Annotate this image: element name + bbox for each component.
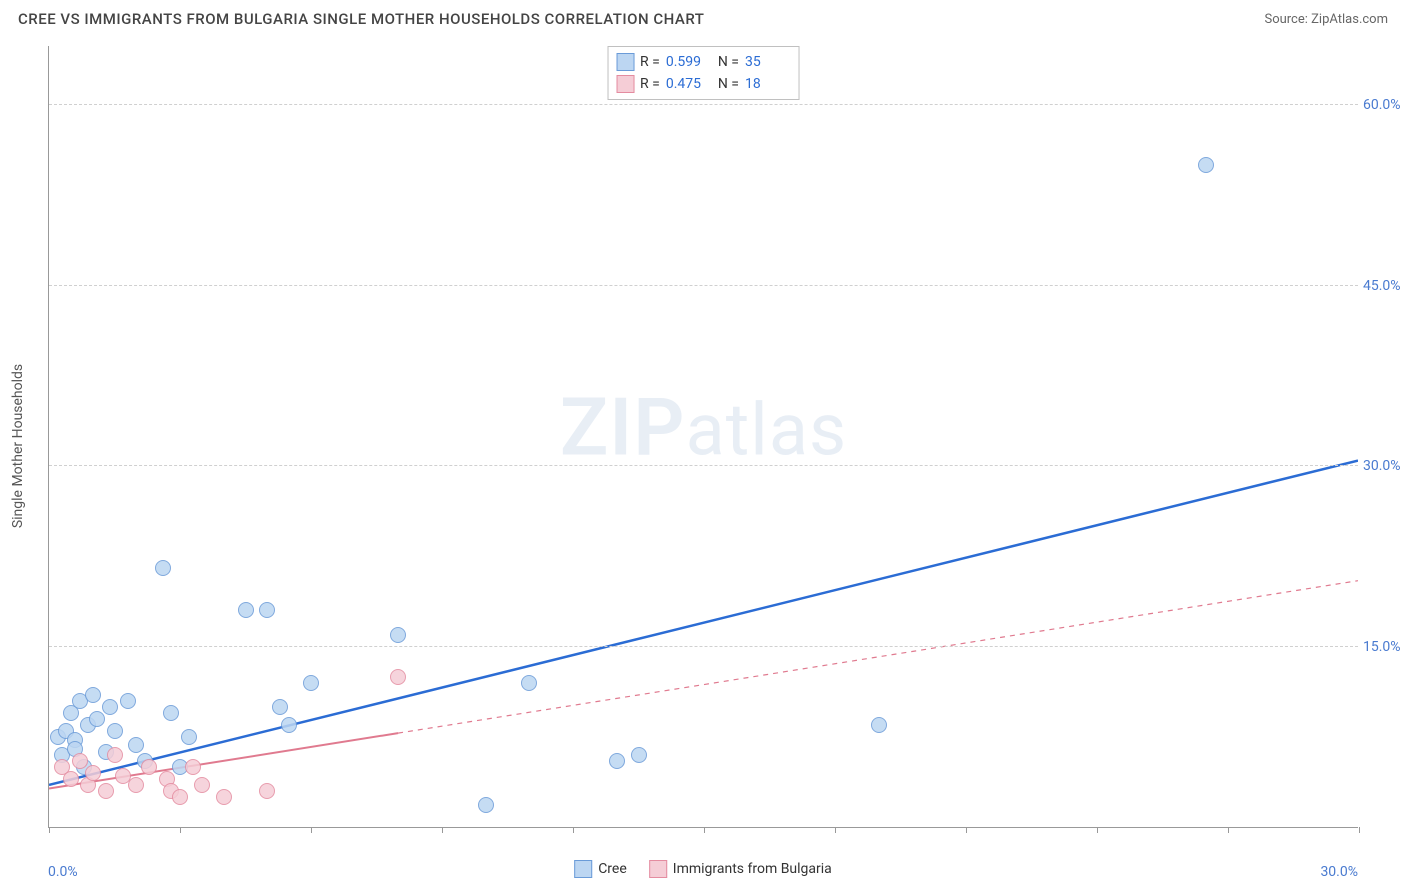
x-axis-min-label: 0.0% bbox=[48, 864, 78, 880]
series-legend: Cree Immigrants from Bulgaria bbox=[574, 860, 832, 878]
scatter-point bbox=[478, 797, 494, 813]
legend-swatch bbox=[616, 75, 634, 93]
scatter-point bbox=[163, 705, 179, 721]
scatter-point bbox=[185, 759, 201, 775]
y-tick-label: 15.0% bbox=[1363, 639, 1406, 655]
stats-legend-row: R =0.475N =18 bbox=[616, 73, 791, 95]
scatter-point bbox=[281, 717, 297, 733]
scatter-point bbox=[107, 747, 123, 763]
scatter-point bbox=[172, 789, 188, 805]
x-tick bbox=[966, 827, 967, 833]
gridline bbox=[49, 465, 1358, 466]
scatter-point bbox=[272, 699, 288, 715]
scatter-point bbox=[631, 747, 647, 763]
scatter-point bbox=[181, 729, 197, 745]
source-label: Source: ZipAtlas.com bbox=[1264, 12, 1388, 27]
scatter-point bbox=[72, 753, 88, 769]
chart-header: CREE VS IMMIGRANTS FROM BULGARIA SINGLE … bbox=[0, 0, 1406, 34]
scatter-point bbox=[390, 669, 406, 685]
scatter-point bbox=[89, 711, 105, 727]
x-tick bbox=[180, 827, 181, 833]
scatter-point bbox=[303, 675, 319, 691]
scatter-point bbox=[107, 723, 123, 739]
legend-item: Cree bbox=[574, 860, 627, 878]
scatter-point bbox=[1198, 157, 1214, 173]
scatter-point bbox=[85, 687, 101, 703]
legend-swatch bbox=[649, 860, 667, 878]
gridline bbox=[49, 646, 1358, 647]
scatter-chart: ZIPatlas R =0.599N =35R =0.475N =18 15.0… bbox=[48, 46, 1358, 828]
stats-legend-row: R =0.599N =35 bbox=[616, 51, 791, 73]
x-axis-max-label: 30.0% bbox=[1320, 864, 1358, 880]
scatter-point bbox=[102, 699, 118, 715]
scatter-point bbox=[63, 771, 79, 787]
scatter-point bbox=[609, 753, 625, 769]
scatter-point bbox=[98, 783, 114, 799]
scatter-point bbox=[521, 675, 537, 691]
scatter-point bbox=[194, 777, 210, 793]
y-axis-label: Single Mother Households bbox=[10, 364, 26, 528]
scatter-point bbox=[259, 783, 275, 799]
scatter-point bbox=[120, 693, 136, 709]
scatter-point bbox=[141, 759, 157, 775]
legend-swatch bbox=[574, 860, 592, 878]
y-tick-label: 60.0% bbox=[1363, 97, 1406, 113]
legend-label: Immigrants from Bulgaria bbox=[673, 861, 832, 877]
gridline bbox=[49, 285, 1358, 286]
scatter-point bbox=[259, 602, 275, 618]
x-tick bbox=[1097, 827, 1098, 833]
scatter-point bbox=[155, 560, 171, 576]
x-tick bbox=[835, 827, 836, 833]
watermark: ZIPatlas bbox=[560, 380, 847, 474]
scatter-point bbox=[128, 777, 144, 793]
x-tick bbox=[1228, 827, 1229, 833]
trend-lines bbox=[49, 46, 1358, 827]
scatter-point bbox=[238, 602, 254, 618]
y-tick-label: 45.0% bbox=[1363, 278, 1406, 294]
scatter-point bbox=[216, 789, 232, 805]
x-tick bbox=[573, 827, 574, 833]
legend-item: Immigrants from Bulgaria bbox=[649, 860, 832, 878]
scatter-point bbox=[128, 737, 144, 753]
x-tick bbox=[704, 827, 705, 833]
legend-swatch bbox=[616, 53, 634, 71]
x-tick bbox=[1359, 827, 1360, 833]
legend-label: Cree bbox=[598, 861, 627, 877]
scatter-point bbox=[871, 717, 887, 733]
y-tick-label: 30.0% bbox=[1363, 458, 1406, 474]
scatter-point bbox=[85, 765, 101, 781]
gridline bbox=[49, 104, 1358, 105]
x-tick bbox=[442, 827, 443, 833]
x-tick bbox=[311, 827, 312, 833]
stats-legend: R =0.599N =35R =0.475N =18 bbox=[607, 46, 800, 100]
scatter-point bbox=[390, 627, 406, 643]
x-tick bbox=[49, 827, 50, 833]
chart-title: CREE VS IMMIGRANTS FROM BULGARIA SINGLE … bbox=[18, 10, 704, 28]
